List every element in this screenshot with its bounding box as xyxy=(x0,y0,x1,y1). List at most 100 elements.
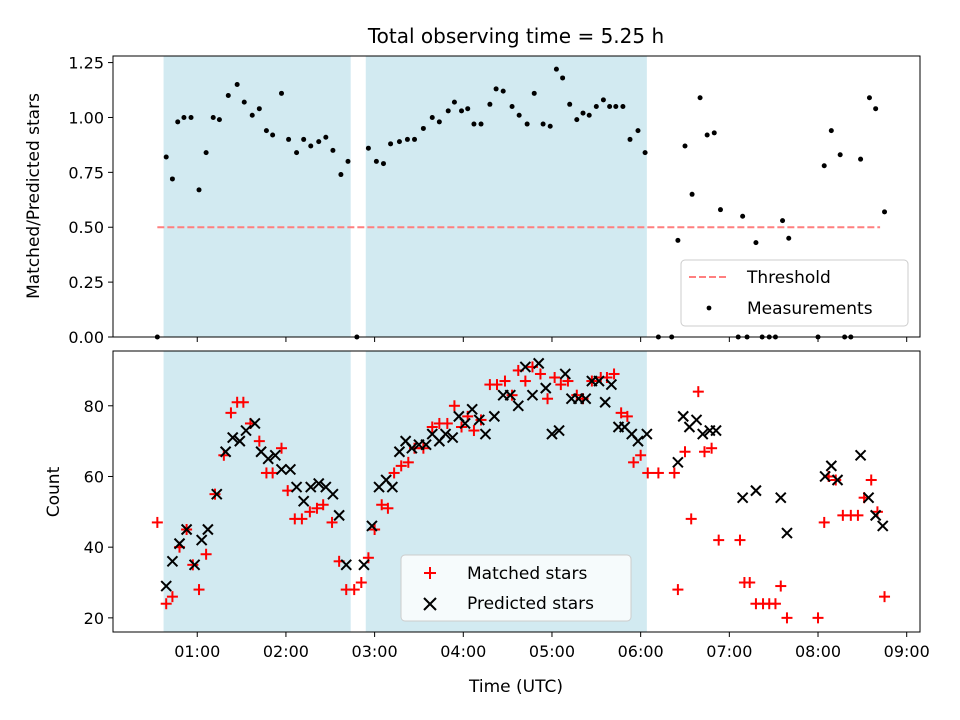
measurement-point xyxy=(203,150,209,156)
matched-star-point xyxy=(871,506,883,518)
measurement-point xyxy=(547,123,553,129)
measurement-point xyxy=(465,106,471,112)
measurement-point xyxy=(740,213,746,219)
measurement-point xyxy=(593,103,599,109)
legend-measurements-label: Measurements xyxy=(747,299,873,319)
predicted-star-point xyxy=(677,410,689,423)
matched-star-point xyxy=(275,442,287,454)
predicted-star-point xyxy=(599,396,611,408)
measurement-point xyxy=(531,90,537,96)
measurement-point xyxy=(675,237,681,243)
predicted-star-point xyxy=(519,361,532,373)
predicted-star-point xyxy=(504,389,516,401)
measurement-point xyxy=(330,147,336,153)
matched-star-point xyxy=(519,375,531,387)
predicted-star-point xyxy=(559,368,571,380)
predicted-star-point xyxy=(234,435,246,447)
measurement-point xyxy=(689,191,695,197)
matched-star-point xyxy=(209,488,221,500)
predicted-star-point xyxy=(540,382,552,394)
matched-star-point xyxy=(296,513,308,525)
measurement-point xyxy=(516,112,522,118)
predicted-star-point xyxy=(672,456,684,469)
predicted-star-point xyxy=(775,491,787,504)
predicted-star-point xyxy=(781,527,793,539)
matched-star-point xyxy=(382,502,394,514)
measurement-point xyxy=(445,108,451,114)
predicted-star-point xyxy=(439,428,452,440)
measurement-point xyxy=(234,82,240,88)
measurement-point xyxy=(600,97,606,103)
predicted-star-point xyxy=(750,484,762,497)
measurement-point xyxy=(560,75,566,81)
matched-star-point xyxy=(491,379,503,391)
x-tick-label: 05:00 xyxy=(529,642,575,661)
predicted-star-point xyxy=(690,414,703,426)
measurement-point xyxy=(412,136,418,142)
matched-star-point xyxy=(267,467,279,479)
bottom-panel-y-axis-label: Count xyxy=(44,466,64,517)
measurement-point xyxy=(196,187,202,193)
matched-star-point xyxy=(355,577,367,589)
predicted-star-point xyxy=(305,481,317,493)
measurement-point xyxy=(882,209,888,215)
measurement-point xyxy=(607,103,613,109)
measurement-point xyxy=(429,114,435,120)
matched-star-point xyxy=(608,368,620,380)
x-tick-label: 04:00 xyxy=(440,642,486,661)
top-panel-measurements-ratio: 0.00 0.25 0.50 0.75 1.00 1.25 xyxy=(68,54,921,347)
matched-star-point xyxy=(200,548,212,560)
matched-star-point xyxy=(672,584,684,596)
matched-star-point xyxy=(549,372,561,384)
measurement-point xyxy=(786,235,792,241)
measurement-point xyxy=(753,240,759,246)
matched-star-point xyxy=(571,389,583,401)
matched-star-point xyxy=(615,407,627,419)
measurement-point xyxy=(270,132,276,138)
measurement-point xyxy=(635,128,641,134)
measurement-point xyxy=(711,130,717,136)
predicted-star-point xyxy=(227,431,239,444)
measurement-point xyxy=(858,156,864,162)
predicted-star-point xyxy=(459,417,471,430)
bottom-series-predicted-stars xyxy=(160,357,889,592)
top-series-measurements xyxy=(154,66,888,340)
top-shaded-interval-1 xyxy=(365,56,647,337)
top-y-tick-label: 1.00 xyxy=(68,108,104,127)
measurement-point xyxy=(365,145,371,151)
matched-star-point xyxy=(317,499,329,511)
predicted-star-point xyxy=(313,477,325,490)
measurement-point xyxy=(627,136,633,142)
matched-star-point xyxy=(812,612,824,624)
bottom-y-tick-label: 60 xyxy=(84,467,104,486)
predicted-star-point xyxy=(180,523,193,536)
matched-star-point xyxy=(621,410,633,422)
predicted-star-point xyxy=(869,509,882,522)
measurement-point xyxy=(396,139,402,145)
predicted-star-point xyxy=(202,523,214,536)
measurement-point xyxy=(500,88,506,94)
predicted-star-point xyxy=(446,431,459,444)
x-tick-label: 06:00 xyxy=(618,642,664,661)
measurement-point xyxy=(225,93,231,99)
predicted-star-point xyxy=(473,414,485,426)
predicted-star-point xyxy=(333,509,345,522)
matched-star-point xyxy=(225,407,237,419)
matched-star-point xyxy=(542,393,554,405)
matched-star-point xyxy=(679,446,691,458)
measurement-point xyxy=(821,163,827,169)
measurement-point xyxy=(567,101,573,107)
measurement-point xyxy=(613,103,619,109)
matched-star-point xyxy=(642,467,654,479)
measurement-point xyxy=(323,134,329,140)
chart-title: Total observing time = 5.25 h xyxy=(367,24,664,48)
predicted-star-point xyxy=(366,520,378,532)
predicted-star-point xyxy=(297,495,310,507)
measurement-point xyxy=(181,114,187,120)
predicted-star-point xyxy=(219,446,232,458)
legend-threshold-label: Threshold xyxy=(746,268,831,288)
top-legend-frame xyxy=(680,259,909,327)
predicted-star-point xyxy=(358,559,370,571)
legend-measurements-swatch xyxy=(706,305,712,311)
